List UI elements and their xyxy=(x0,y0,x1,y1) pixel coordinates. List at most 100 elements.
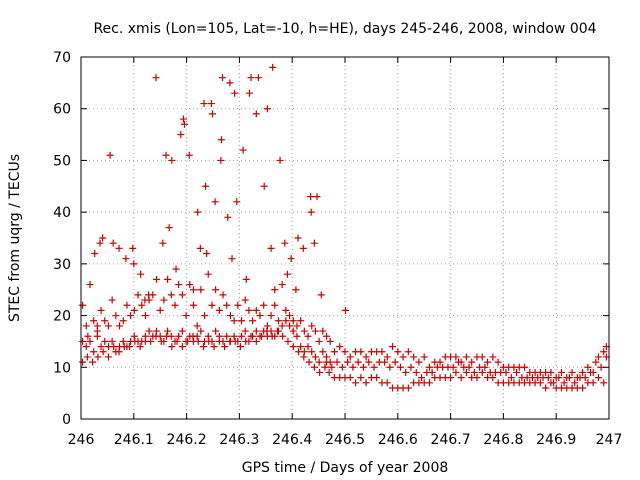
data-point xyxy=(462,368,470,376)
data-point xyxy=(425,363,433,371)
data-point xyxy=(399,353,407,361)
data-point xyxy=(90,317,98,325)
data-point xyxy=(383,379,391,387)
data-point xyxy=(300,327,308,335)
data-point xyxy=(452,368,460,376)
data-point xyxy=(175,332,183,340)
data-point xyxy=(594,374,602,382)
data-point xyxy=(200,100,208,108)
data-point xyxy=(386,363,394,371)
data-point xyxy=(507,374,515,382)
data-point xyxy=(297,317,305,325)
x-tick-label: 246 xyxy=(68,432,95,448)
data-point xyxy=(108,337,116,345)
data-point xyxy=(210,343,218,351)
data-point xyxy=(282,317,290,325)
data-point xyxy=(462,353,470,361)
data-point xyxy=(273,327,281,335)
data-point xyxy=(242,337,250,345)
data-point xyxy=(269,63,277,71)
x-axis-label: GPS time / Days of year 2008 xyxy=(242,460,449,476)
data-point xyxy=(96,239,104,247)
data-point xyxy=(177,131,185,139)
data-point xyxy=(252,327,260,335)
data-point xyxy=(284,337,292,345)
data-point xyxy=(123,301,131,309)
x-tick-label: 246.3 xyxy=(219,432,259,448)
data-point xyxy=(138,301,146,309)
data-point xyxy=(156,306,164,314)
data-point xyxy=(189,286,197,294)
data-point xyxy=(468,358,476,366)
data-point xyxy=(197,327,205,335)
data-point xyxy=(412,368,420,376)
data-point xyxy=(245,89,253,97)
data-point xyxy=(292,286,300,294)
data-point xyxy=(600,348,608,356)
data-point xyxy=(129,244,137,252)
data-point xyxy=(247,74,255,82)
data-point xyxy=(252,110,260,118)
data-point xyxy=(283,270,291,278)
data-point xyxy=(186,281,194,289)
data-point xyxy=(249,317,257,325)
data-point xyxy=(308,348,316,356)
data-point xyxy=(274,317,282,325)
data-point xyxy=(242,275,250,283)
data-point xyxy=(308,322,316,330)
data-point xyxy=(141,312,149,320)
data-point xyxy=(323,358,331,366)
data-point xyxy=(304,343,312,351)
data-point xyxy=(239,146,247,154)
data-point xyxy=(587,368,595,376)
data-point xyxy=(378,348,386,356)
data-point xyxy=(202,182,210,190)
data-point xyxy=(502,368,510,376)
data-point xyxy=(241,296,249,304)
data-point xyxy=(233,198,241,206)
data-point xyxy=(407,363,415,371)
data-point xyxy=(180,120,188,128)
data-point xyxy=(396,363,404,371)
data-point xyxy=(137,270,145,278)
series-0 xyxy=(84,63,350,340)
data-point xyxy=(254,74,262,82)
data-point xyxy=(217,136,225,144)
data-point xyxy=(205,337,213,345)
data-point xyxy=(238,332,246,340)
data-point xyxy=(99,234,107,242)
data-point xyxy=(344,358,352,366)
data-point xyxy=(481,363,489,371)
data-point xyxy=(278,281,286,289)
data-point xyxy=(168,343,176,351)
data-point xyxy=(489,353,497,361)
data-point xyxy=(119,317,127,325)
data-point xyxy=(305,358,313,366)
data-point xyxy=(185,151,193,159)
data-point xyxy=(304,332,312,340)
y-tick-label: 0 xyxy=(62,412,71,428)
data-point xyxy=(402,368,410,376)
data-point xyxy=(159,239,167,247)
x-tick-label: 246.2 xyxy=(167,432,207,448)
data-point xyxy=(168,156,176,164)
data-point xyxy=(153,275,161,283)
data-point xyxy=(281,239,289,247)
data-point xyxy=(196,244,204,252)
data-point xyxy=(236,343,244,351)
data-point xyxy=(212,327,220,335)
data-point xyxy=(172,265,180,273)
data-point xyxy=(189,301,197,309)
y-tick-label: 50 xyxy=(53,153,71,169)
data-point xyxy=(86,281,94,289)
data-point xyxy=(494,358,502,366)
data-point xyxy=(289,317,297,325)
data-point xyxy=(201,312,209,320)
data-point xyxy=(127,312,135,320)
data-point xyxy=(307,193,315,201)
data-point xyxy=(101,337,109,345)
series-1 xyxy=(79,270,334,345)
axis-ticks xyxy=(80,56,610,420)
data-point xyxy=(215,337,223,345)
data-point xyxy=(341,348,349,356)
